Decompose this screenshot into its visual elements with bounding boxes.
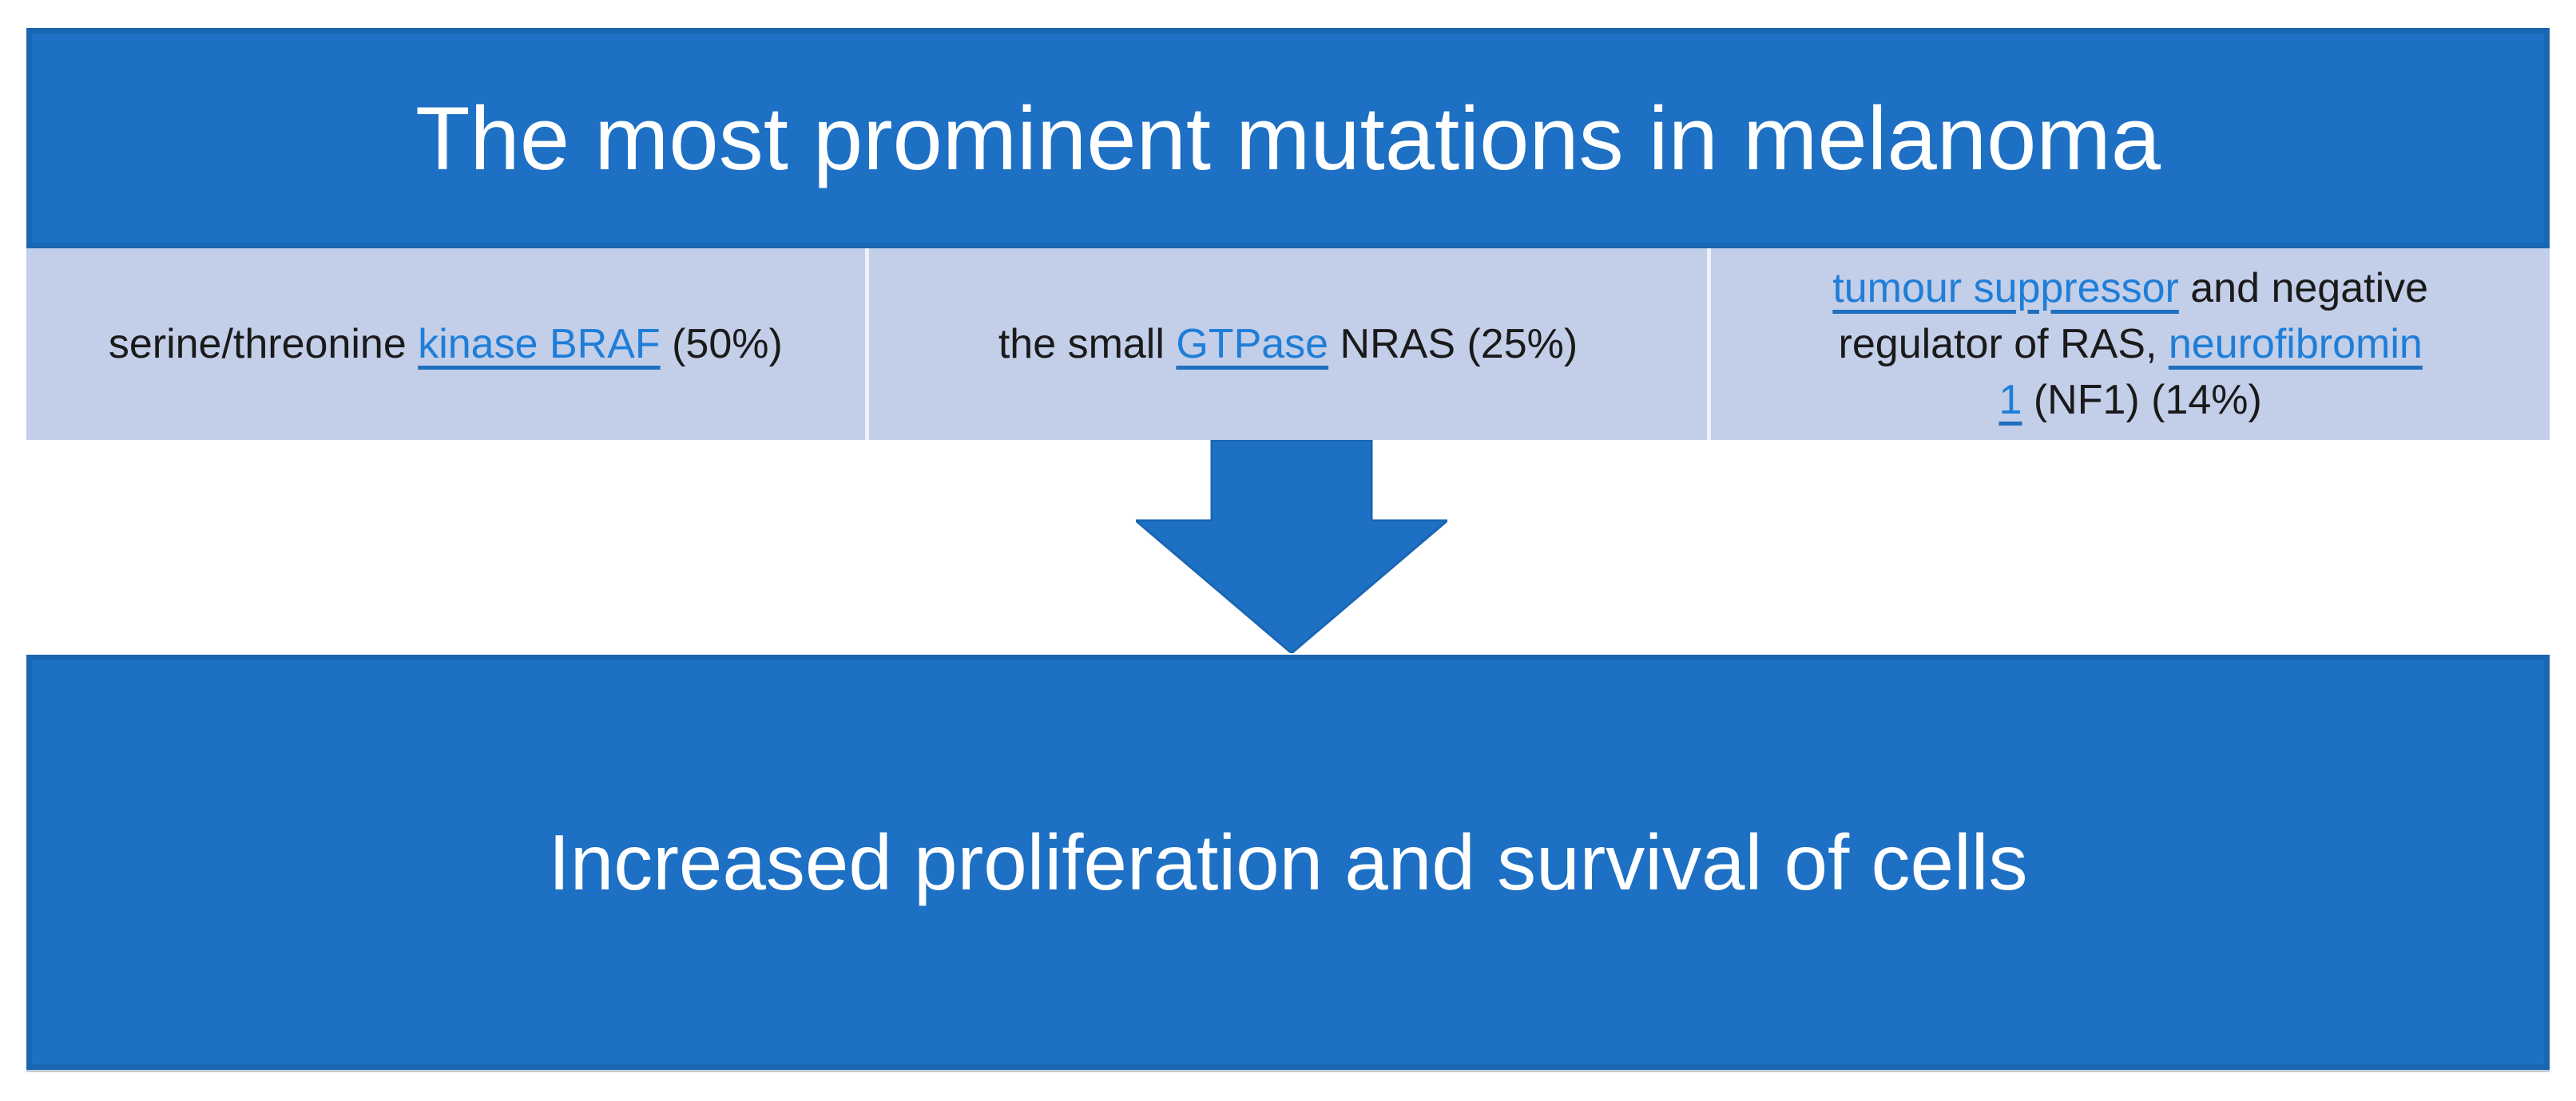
nf1-text-3: (NF1) (14%) xyxy=(2022,377,2262,423)
down-arrow-icon xyxy=(1132,438,1451,655)
nf1-text-1: and negative xyxy=(2178,265,2429,311)
nras-suffix-text: NRAS (25%) xyxy=(1328,321,1578,367)
braf-suffix-text: (50%) xyxy=(660,321,783,367)
diagram-title: The most prominent mutations in melanoma xyxy=(415,88,2161,188)
mutations-row: serine/threonine kinase BRAF (50%) the s… xyxy=(26,248,2550,440)
mutation-cell-nf1: tumour suppressor and negative regulator… xyxy=(1711,248,2550,440)
braf-prefix-text: serine/threonine xyxy=(108,321,419,367)
neurofibromin-link-part1[interactable]: neurofibromin xyxy=(2168,321,2423,367)
mutation-cell-braf: serine/threonine kinase BRAF (50%) xyxy=(26,248,865,440)
outcome-box: Increased proliferation and survival of … xyxy=(26,655,2550,1070)
nf1-text-2: regulator of RAS, xyxy=(1838,321,2169,367)
title-banner: The most prominent mutations in melanoma xyxy=(26,28,2550,248)
outcome-text: Increased proliferation and survival of … xyxy=(548,818,2028,906)
mutation-cell-nras: the small GTPase NRAS (25%) xyxy=(868,248,1708,440)
gtpase-link[interactable]: GTPase xyxy=(1176,321,1329,367)
nf1-cell-text: tumour suppressor and negative regulator… xyxy=(1832,260,2428,428)
kinase-braf-link[interactable]: kinase BRAF xyxy=(418,321,661,367)
tumour-suppressor-link[interactable]: tumour suppressor xyxy=(1832,265,2179,311)
nras-prefix-text: the small xyxy=(998,321,1177,367)
braf-cell-text: serine/threonine kinase BRAF (50%) xyxy=(109,316,783,372)
neurofibromin-link-part2[interactable]: 1 xyxy=(1998,377,2022,423)
nras-cell-text: the small GTPase NRAS (25%) xyxy=(998,316,1578,372)
